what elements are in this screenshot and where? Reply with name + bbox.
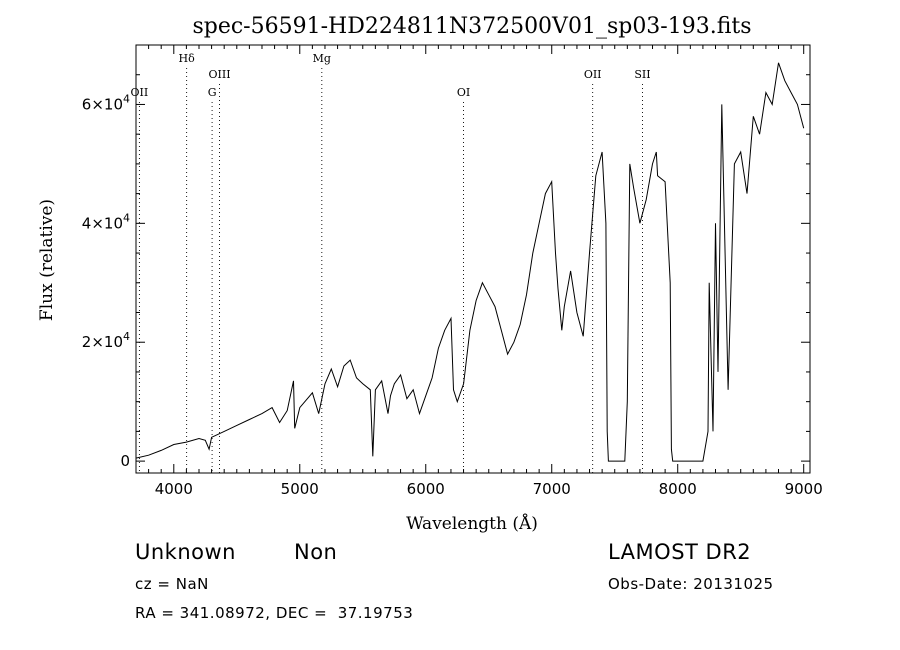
line-marker-label: Mg <box>313 52 331 65</box>
coordinates: RA = 341.08972, DEC = 37.19753 <box>135 604 414 622</box>
x-axis-label: Wavelength (Å) <box>406 513 538 534</box>
line-marker-label: SII <box>634 68 650 81</box>
spectral-line-markers: OII Hδ G OIII Mg OI OII SII <box>131 52 651 473</box>
plot-frame <box>135 44 811 474</box>
x-tick-label: 6000 <box>407 480 445 498</box>
line-marker-label: Hδ <box>179 52 196 65</box>
y-tick-label: 4×104 <box>82 211 130 232</box>
chart-title: spec-56591-HD224811N372500V01_sp03-193.f… <box>192 14 751 39</box>
y-tick-label: 0 <box>120 452 130 470</box>
redshift-readout: cz = NaN <box>135 575 209 593</box>
line-marker-label: OI <box>457 86 470 99</box>
line-marker-label: OII <box>131 86 149 99</box>
flux-line <box>135 62 805 462</box>
survey-name: LAMOST DR2 <box>608 540 752 564</box>
x-tick-label: 7000 <box>533 480 571 498</box>
y-tick-label: 2×104 <box>82 330 130 351</box>
line-marker-label: OIII <box>208 68 230 81</box>
x-tick-label: 9000 <box>785 480 823 498</box>
x-tick-label: 8000 <box>659 480 697 498</box>
line-marker-label: OII <box>584 68 602 81</box>
obs-date: Obs-Date: 20131025 <box>608 575 774 593</box>
y-axis-label: Flux (relative) <box>37 199 57 321</box>
axes: 4000 5000 6000 7000 8000 9000 0 2×104 4×104 6×104 <box>82 45 823 498</box>
object-subclass: Non <box>294 540 338 564</box>
x-tick-label: 4000 <box>155 480 193 498</box>
line-marker-label: G <box>208 86 217 99</box>
x-tick-label: 5000 <box>281 480 319 498</box>
y-tick-label: 6×104 <box>82 92 130 113</box>
object-class: Unknown <box>135 540 236 564</box>
